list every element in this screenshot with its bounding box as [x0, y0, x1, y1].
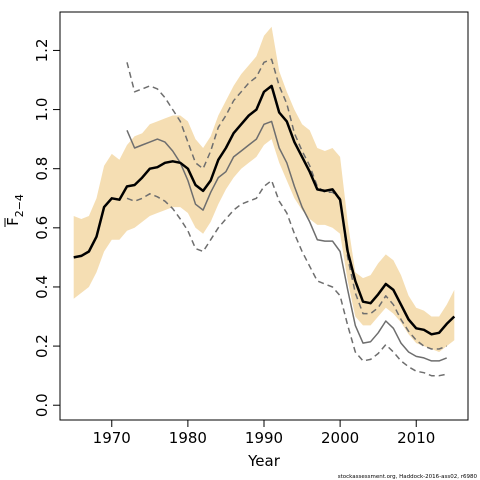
x-tick: 1990	[245, 420, 283, 447]
series-layer	[73, 58, 456, 377]
x-tick: 2010	[397, 420, 435, 447]
y-axis-label-subscript: 2−4	[13, 194, 26, 217]
retro-upper-line	[126, 58, 447, 350]
retro-lower-line	[126, 179, 447, 377]
y-tick: 0.2	[33, 334, 60, 358]
y-tick-label: 1.2	[33, 39, 51, 63]
y-tick: 0.4	[33, 275, 60, 299]
x-tick: 1980	[169, 420, 207, 447]
x-tick-label: 2000	[321, 429, 359, 447]
x-tick: 1970	[93, 420, 131, 447]
y-tick: 0.0	[33, 393, 60, 417]
y-tick: 1.2	[33, 39, 60, 63]
y-tick-label: 0.0	[33, 393, 51, 417]
x-tick: 2000	[321, 420, 359, 447]
x-tick-label: 2010	[397, 429, 435, 447]
x-tick-label: 1970	[93, 429, 131, 447]
x-tick-label: 1990	[245, 429, 283, 447]
y-tick: 1.0	[33, 98, 60, 122]
x-tick-label: 1980	[169, 429, 207, 447]
y-axis-label-main: F	[4, 217, 22, 226]
y-tick-label: 0.2	[33, 334, 51, 358]
svg-text:F2−4: F2−4	[4, 194, 26, 226]
y-axis-label: F2−4	[4, 194, 26, 227]
x-axis-label: Year	[247, 452, 281, 470]
y-tick-label: 1.0	[33, 98, 51, 122]
y-tick-label: 0.6	[33, 216, 51, 240]
y-axis: 0.0 0.2 0.4 0.6 0.8 1.0 1.2	[33, 39, 60, 417]
y-tick-label: 0.4	[33, 275, 51, 299]
y-tick: 0.8	[33, 157, 60, 181]
y-tick: 0.6	[33, 216, 60, 240]
x-axis: 1970 1980 1990 2000 2010	[93, 420, 435, 447]
estimate-line	[73, 84, 456, 336]
credit-text: stockassessment.org, Haddock-2016-ass02,…	[338, 474, 478, 480]
y-tick-label: 0.8	[33, 157, 51, 181]
